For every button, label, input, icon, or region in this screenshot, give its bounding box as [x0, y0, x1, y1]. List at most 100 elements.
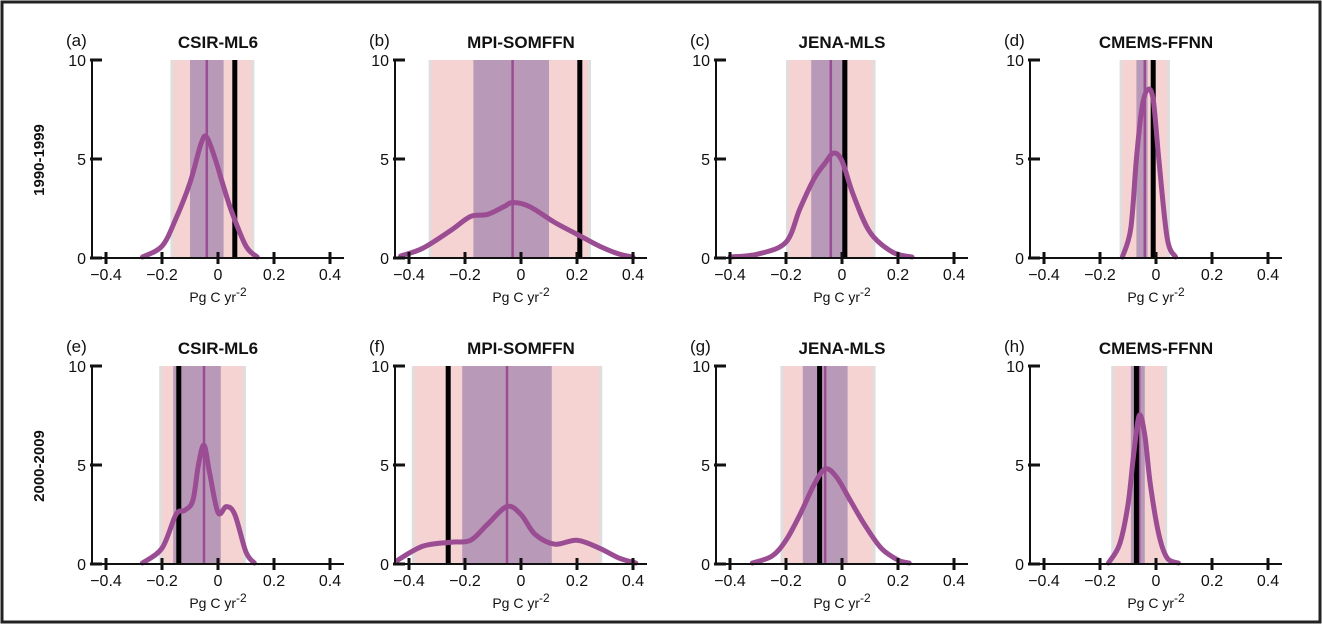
- density-curve: [1119, 86, 1179, 260]
- y-tick-label: 5: [77, 458, 86, 475]
- x-axis-label: Pg C yr-2: [813, 591, 871, 611]
- y-tick-label: 5: [701, 152, 710, 169]
- x-axis-label-superscript: -2: [539, 591, 550, 605]
- panel-e: −0.4 −0.2 0 0.2 0.4 0 5 10 CSIR-ML6 (e) Pg C yr-2: [66, 337, 344, 611]
- y-tick-label: 10: [692, 53, 710, 70]
- panel-b: −0.4 −0.2 0 0.2 0.4 0 5 10 MPI-SOMFFN (b) Pg C yr-…: [369, 31, 647, 305]
- x-tick-label: 0.4: [319, 267, 341, 284]
- panel-f: −0.4 −0.2 0 0.2 0.4 0 5 10 MPI-SOMFFN (f) Pg C yr-…: [369, 337, 647, 611]
- y-tick-label: 10: [68, 359, 86, 376]
- panel-letter: (c): [690, 31, 710, 50]
- panel-title: JENA-MLS: [799, 339, 886, 358]
- y-tick-label: 0: [1015, 557, 1024, 574]
- x-axis-label: Pg C yr-2: [189, 285, 247, 305]
- x-tick-label: 0.2: [566, 573, 588, 590]
- y-tick-label: 5: [380, 152, 389, 169]
- y-tick-label: 10: [692, 359, 710, 376]
- x-tick-label: 0.4: [319, 573, 341, 590]
- x-axis-label-superscript: -2: [860, 591, 871, 605]
- density-curve: [1105, 412, 1181, 566]
- x-tick-label: 0: [1152, 267, 1161, 284]
- x-axis-label-text: Pg C yr: [492, 595, 539, 611]
- x-axis-label-text: Pg C yr: [189, 595, 236, 611]
- panel-letter: (h): [1004, 337, 1025, 356]
- x-axis-label-text: Pg C yr: [1127, 595, 1174, 611]
- x-axis-label: Pg C yr-2: [189, 591, 247, 611]
- y-tick-label: 10: [68, 53, 86, 70]
- x-axis-label-superscript: -2: [860, 285, 871, 299]
- x-axis-label-text: Pg C yr: [1127, 289, 1174, 305]
- panel-title: CSIR-ML6: [178, 339, 258, 358]
- y-tick-label: 5: [1015, 152, 1024, 169]
- density-curve: [139, 133, 260, 260]
- y-tick-label: 0: [77, 251, 86, 268]
- y-tick-label: 0: [380, 557, 389, 574]
- x-tick-label: −0.2: [449, 267, 481, 284]
- y-tick-label: 0: [1015, 251, 1024, 268]
- x-axis-label: Pg C yr-2: [492, 591, 550, 611]
- x-tick-label: −0.4: [90, 573, 122, 590]
- x-axis-label-text: Pg C yr: [813, 595, 860, 611]
- inner-band: [1136, 60, 1148, 258]
- panel-g: −0.4 −0.2 0 0.2 0.4 0 5 10 JENA-MLS (g) Pg C yr-2: [690, 337, 968, 611]
- x-tick-label: −0.4: [393, 573, 425, 590]
- panel-title: CMEMS-FFNN: [1099, 339, 1213, 358]
- panel-letter: (d): [1004, 31, 1025, 50]
- y-tick-label: 10: [1006, 53, 1024, 70]
- y-tick-label: 0: [77, 557, 86, 574]
- x-tick-label: −0.2: [770, 573, 802, 590]
- x-tick-label: −0.4: [714, 573, 746, 590]
- x-tick-label: 0.2: [887, 267, 909, 284]
- x-tick-label: −0.2: [146, 573, 178, 590]
- x-axis-label-text: Pg C yr: [189, 289, 236, 305]
- x-axis-label-superscript: -2: [1174, 285, 1185, 299]
- x-tick-label: 0: [214, 267, 223, 284]
- panel-title: JENA-MLS: [799, 33, 886, 52]
- panel-title: CSIR-ML6: [178, 33, 258, 52]
- panel-title: MPI-SOMFFN: [467, 33, 575, 52]
- y-tick-label: 10: [371, 359, 389, 376]
- x-tick-label: 0: [214, 573, 223, 590]
- y-tick-label: 0: [701, 557, 710, 574]
- x-tick-label: −0.2: [1084, 573, 1116, 590]
- density-curve: [398, 200, 636, 260]
- x-tick-label: −0.2: [449, 573, 481, 590]
- y-tick-label: 0: [701, 251, 710, 268]
- x-tick-label: 0.4: [622, 267, 644, 284]
- x-tick-label: 0: [838, 573, 847, 590]
- panel-title: MPI-SOMFFN: [467, 339, 575, 358]
- x-axis-label-superscript: -2: [539, 285, 550, 299]
- x-tick-label: −0.2: [1084, 267, 1116, 284]
- x-tick-label: 0.4: [1257, 267, 1279, 284]
- x-tick-label: −0.4: [714, 267, 746, 284]
- density-curve: [727, 150, 915, 260]
- panel-letter: (e): [66, 337, 87, 356]
- x-axis-label: Pg C yr-2: [813, 285, 871, 305]
- panel-a: −0.4 −0.2 0 0.2 0.4 0 5 10 CSIR-ML6 (a) Pg C yr-2: [66, 31, 344, 305]
- x-tick-label: 0.2: [566, 267, 588, 284]
- density-curve: [749, 466, 912, 566]
- panel-letter: (g): [690, 337, 711, 356]
- x-tick-label: −0.4: [1028, 267, 1060, 284]
- y-tick-label: 5: [1015, 458, 1024, 475]
- x-tick-label: 0: [517, 573, 526, 590]
- panel-title: CMEMS-FFNN: [1099, 33, 1213, 52]
- x-tick-label: 0.4: [1257, 573, 1279, 590]
- x-tick-label: 0: [1152, 573, 1161, 590]
- x-tick-label: 0.4: [622, 573, 644, 590]
- x-axis-label: Pg C yr-2: [1127, 285, 1185, 305]
- x-tick-label: −0.2: [770, 267, 802, 284]
- row-label-2000-2009: 2000-2009: [31, 430, 48, 502]
- x-tick-label: 0.4: [943, 267, 965, 284]
- x-tick-label: −0.4: [90, 267, 122, 284]
- x-tick-label: 0.2: [1201, 573, 1223, 590]
- x-tick-label: 0: [838, 267, 847, 284]
- panel-h: −0.4 −0.2 0 0.2 0.4 0 5 10 CMEMS-FFNN (h) Pg C yr-…: [1004, 337, 1282, 611]
- panel-letter: (f): [369, 337, 385, 356]
- panel-letter: (b): [369, 31, 390, 50]
- x-tick-label: 0: [517, 267, 526, 284]
- x-tick-label: 0.2: [1201, 267, 1223, 284]
- x-axis-label-superscript: -2: [236, 285, 247, 299]
